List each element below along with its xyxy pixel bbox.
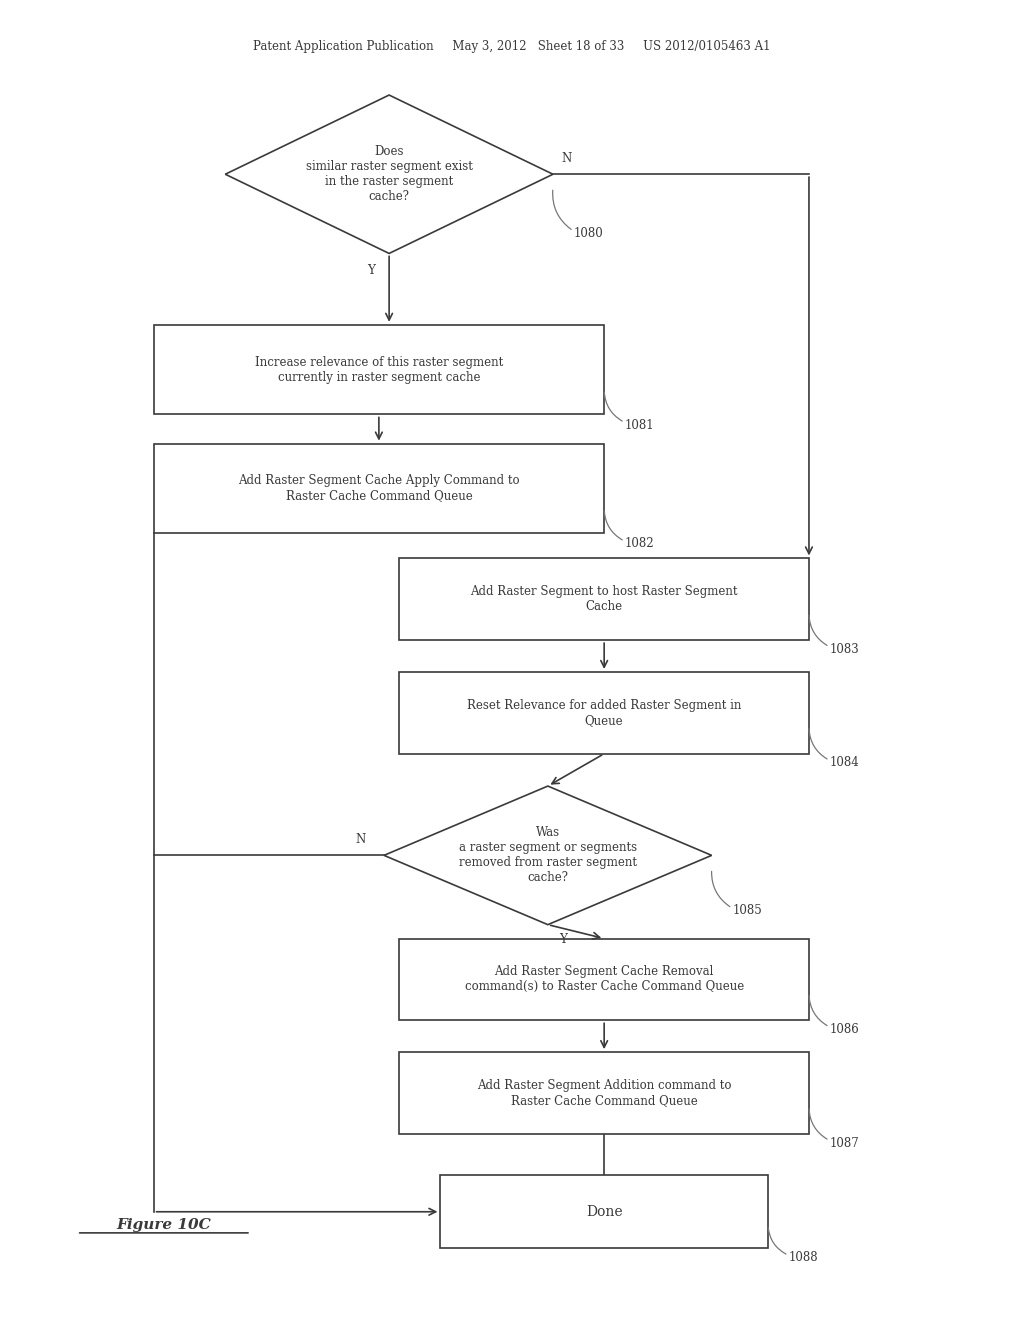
Text: 1084: 1084 <box>829 756 859 770</box>
Text: Add Raster Segment Cache Apply Command to
Raster Cache Command Queue: Add Raster Segment Cache Apply Command t… <box>238 474 520 503</box>
Text: 1083: 1083 <box>829 643 859 656</box>
Text: Add Raster Segment Cache Removal
command(s) to Raster Cache Command Queue: Add Raster Segment Cache Removal command… <box>465 965 743 994</box>
Text: Y: Y <box>367 264 375 277</box>
Text: Reset Relevance for added Raster Segment in
Queue: Reset Relevance for added Raster Segment… <box>467 698 741 727</box>
Text: Does
similar raster segment exist
in the raster segment
cache?: Does similar raster segment exist in the… <box>306 145 472 203</box>
Polygon shape <box>225 95 553 253</box>
FancyBboxPatch shape <box>399 1052 809 1134</box>
Text: 1085: 1085 <box>732 904 762 917</box>
Text: N: N <box>561 152 571 165</box>
Text: 1088: 1088 <box>788 1251 818 1265</box>
FancyBboxPatch shape <box>399 558 809 640</box>
Text: Add Raster Segment to host Raster Segment
Cache: Add Raster Segment to host Raster Segmen… <box>470 585 738 614</box>
Text: 1081: 1081 <box>625 418 654 432</box>
FancyBboxPatch shape <box>154 325 604 414</box>
Text: 1080: 1080 <box>573 227 603 240</box>
Text: Figure 10C: Figure 10C <box>117 1218 211 1232</box>
FancyBboxPatch shape <box>399 939 809 1020</box>
Text: Add Raster Segment Addition command to
Raster Cache Command Queue: Add Raster Segment Addition command to R… <box>477 1078 731 1107</box>
Text: N: N <box>355 833 366 846</box>
FancyBboxPatch shape <box>154 444 604 533</box>
Polygon shape <box>384 787 712 924</box>
Text: Patent Application Publication     May 3, 2012   Sheet 18 of 33     US 2012/0105: Patent Application Publication May 3, 20… <box>253 40 771 53</box>
Text: Done: Done <box>586 1205 623 1218</box>
Text: Y: Y <box>559 932 567 945</box>
Text: 1082: 1082 <box>625 537 654 550</box>
Text: 1086: 1086 <box>829 1023 859 1036</box>
FancyBboxPatch shape <box>399 672 809 754</box>
Text: 1087: 1087 <box>829 1137 859 1150</box>
FancyBboxPatch shape <box>440 1175 768 1249</box>
Text: Was
a raster segment or segments
removed from raster segment
cache?: Was a raster segment or segments removed… <box>459 826 637 884</box>
Text: Increase relevance of this raster segment
currently in raster segment cache: Increase relevance of this raster segmen… <box>255 355 503 384</box>
